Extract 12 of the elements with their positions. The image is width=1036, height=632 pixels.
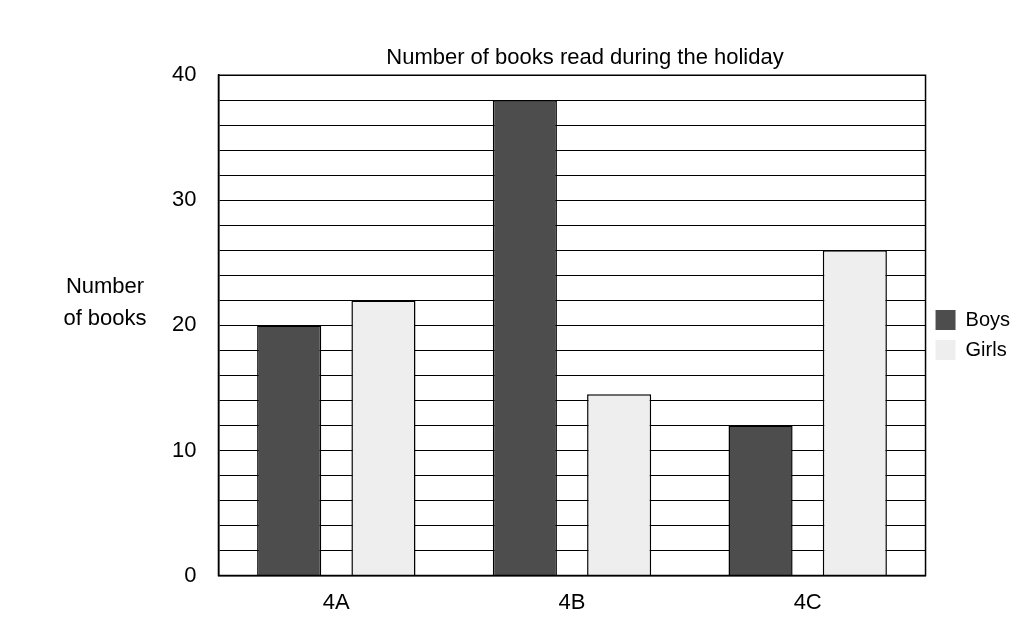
y-tick-label: 0 <box>184 561 197 587</box>
x-tick-label: 4C <box>793 588 822 614</box>
x-tick-label: 4A <box>322 588 351 614</box>
y-tick-label: 10 <box>171 436 197 462</box>
legend-label: Girls <box>965 337 1007 360</box>
y-tick-label: 20 <box>171 311 197 337</box>
y-tick-label: 30 <box>171 186 197 212</box>
chart-title: Number of books read during the holiday <box>386 44 784 70</box>
x-tick-label: 4B <box>558 588 586 614</box>
y-tick-label: 40 <box>171 61 197 87</box>
legend-label: Boys <box>965 307 1011 330</box>
y-axis-title: Number of books <box>62 272 148 332</box>
